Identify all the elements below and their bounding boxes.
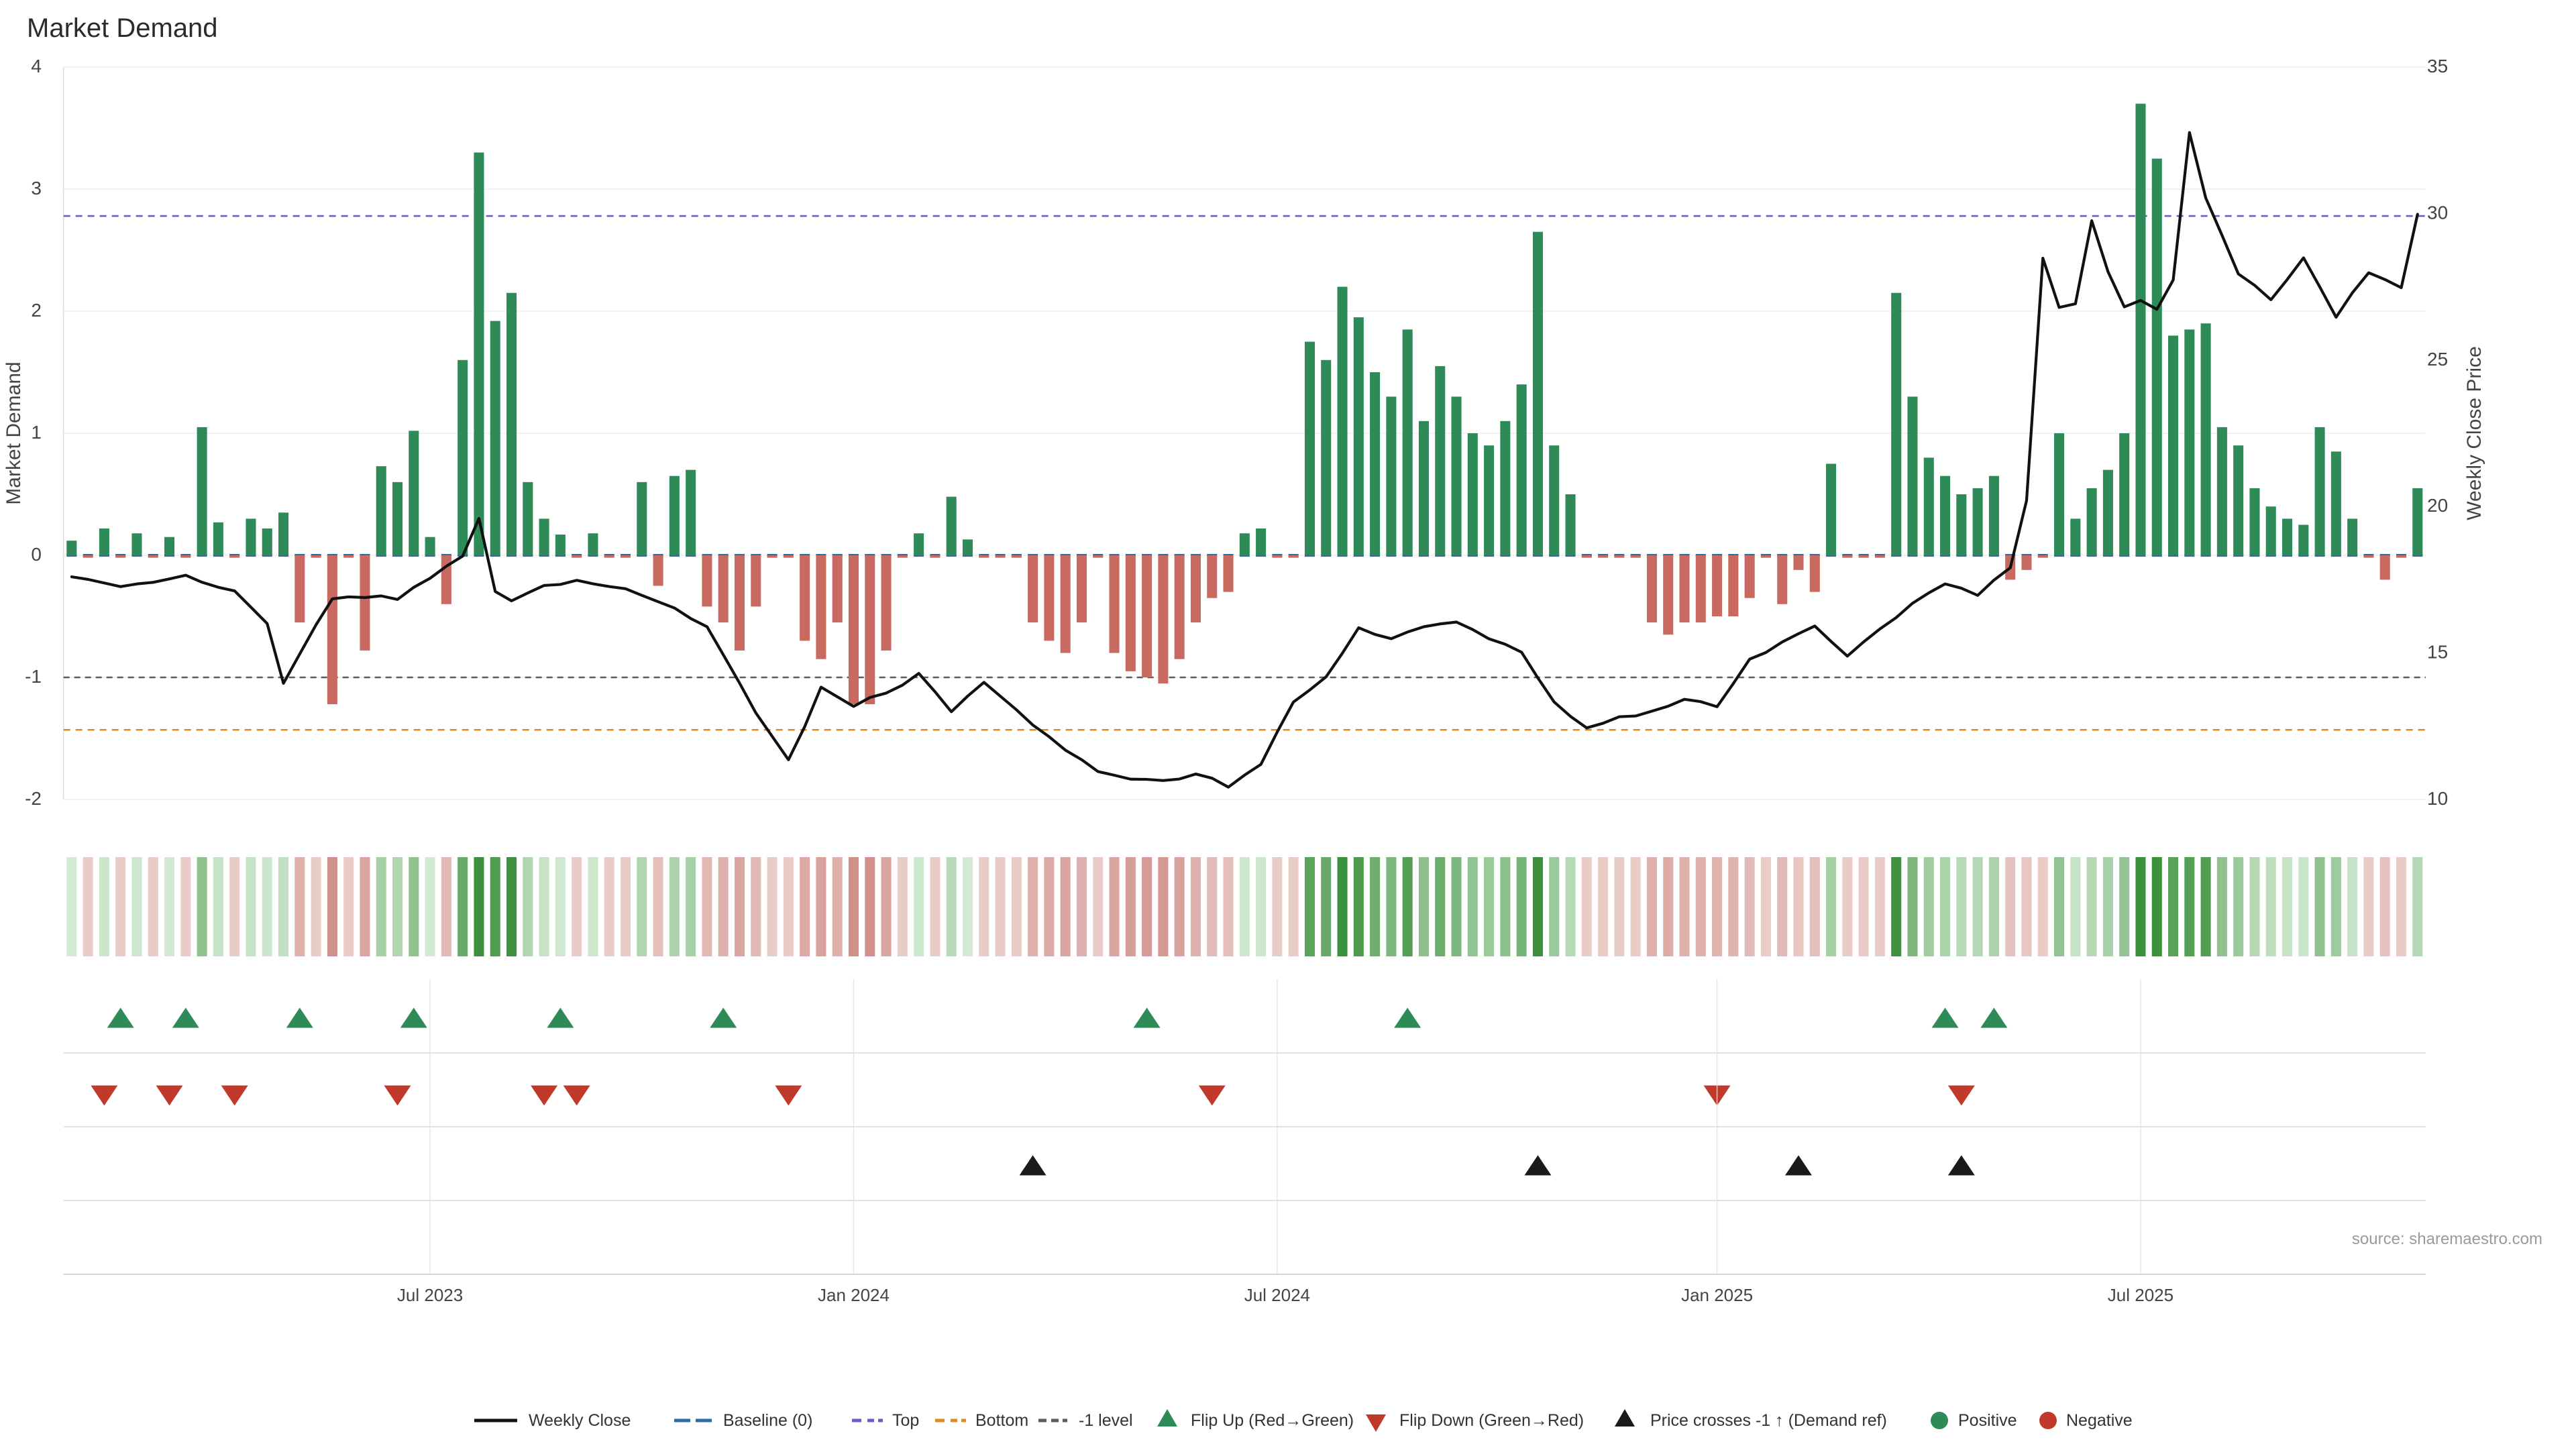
svg-text:Negative: Negative: [2066, 1411, 2133, 1430]
svg-text:15: 15: [2427, 642, 2448, 663]
svg-text:Jan 2025: Jan 2025: [1681, 1285, 1753, 1305]
svg-text:Market Demand: Market Demand: [3, 361, 25, 504]
svg-text:Jul 2023: Jul 2023: [397, 1285, 463, 1305]
svg-text:4: 4: [31, 56, 42, 76]
svg-text:35: 35: [2427, 56, 2448, 76]
svg-text:Positive: Positive: [1958, 1411, 2017, 1430]
svg-text:Jan 2024: Jan 2024: [818, 1285, 890, 1305]
svg-text:Flip Up (Red→Green): Flip Up (Red→Green): [1191, 1411, 1354, 1430]
svg-text:Weekly Close: Weekly Close: [529, 1411, 631, 1430]
svg-text:Jul 2025: Jul 2025: [2108, 1285, 2174, 1305]
svg-text:Baseline (0): Baseline (0): [723, 1411, 812, 1430]
svg-text:3: 3: [31, 178, 42, 199]
svg-text:Price crosses -1 ↑ (Demand ref: Price crosses -1 ↑ (Demand ref): [1650, 1411, 1887, 1430]
svg-text:1: 1: [31, 422, 42, 443]
svg-text:-1 level: -1 level: [1079, 1411, 1133, 1430]
svg-text:25: 25: [2427, 349, 2448, 370]
svg-text:-1: -1: [25, 666, 42, 687]
svg-text:-2: -2: [25, 788, 42, 809]
svg-text:Weekly Close Price: Weekly Close Price: [2463, 346, 2485, 520]
svg-text:Bottom: Bottom: [975, 1411, 1028, 1430]
svg-text:source: sharemaestro.com: source: sharemaestro.com: [2352, 1230, 2542, 1248]
svg-text:30: 30: [2427, 202, 2448, 223]
svg-text:Jul 2024: Jul 2024: [1244, 1285, 1310, 1305]
svg-text:Market Demand: Market Demand: [27, 13, 218, 43]
svg-text:10: 10: [2427, 788, 2448, 809]
svg-text:Flip Down (Green→Red): Flip Down (Green→Red): [1399, 1411, 1584, 1430]
svg-text:2: 2: [31, 300, 42, 321]
svg-text:Top: Top: [892, 1411, 919, 1430]
svg-text:0: 0: [31, 544, 42, 565]
svg-text:20: 20: [2427, 495, 2448, 516]
